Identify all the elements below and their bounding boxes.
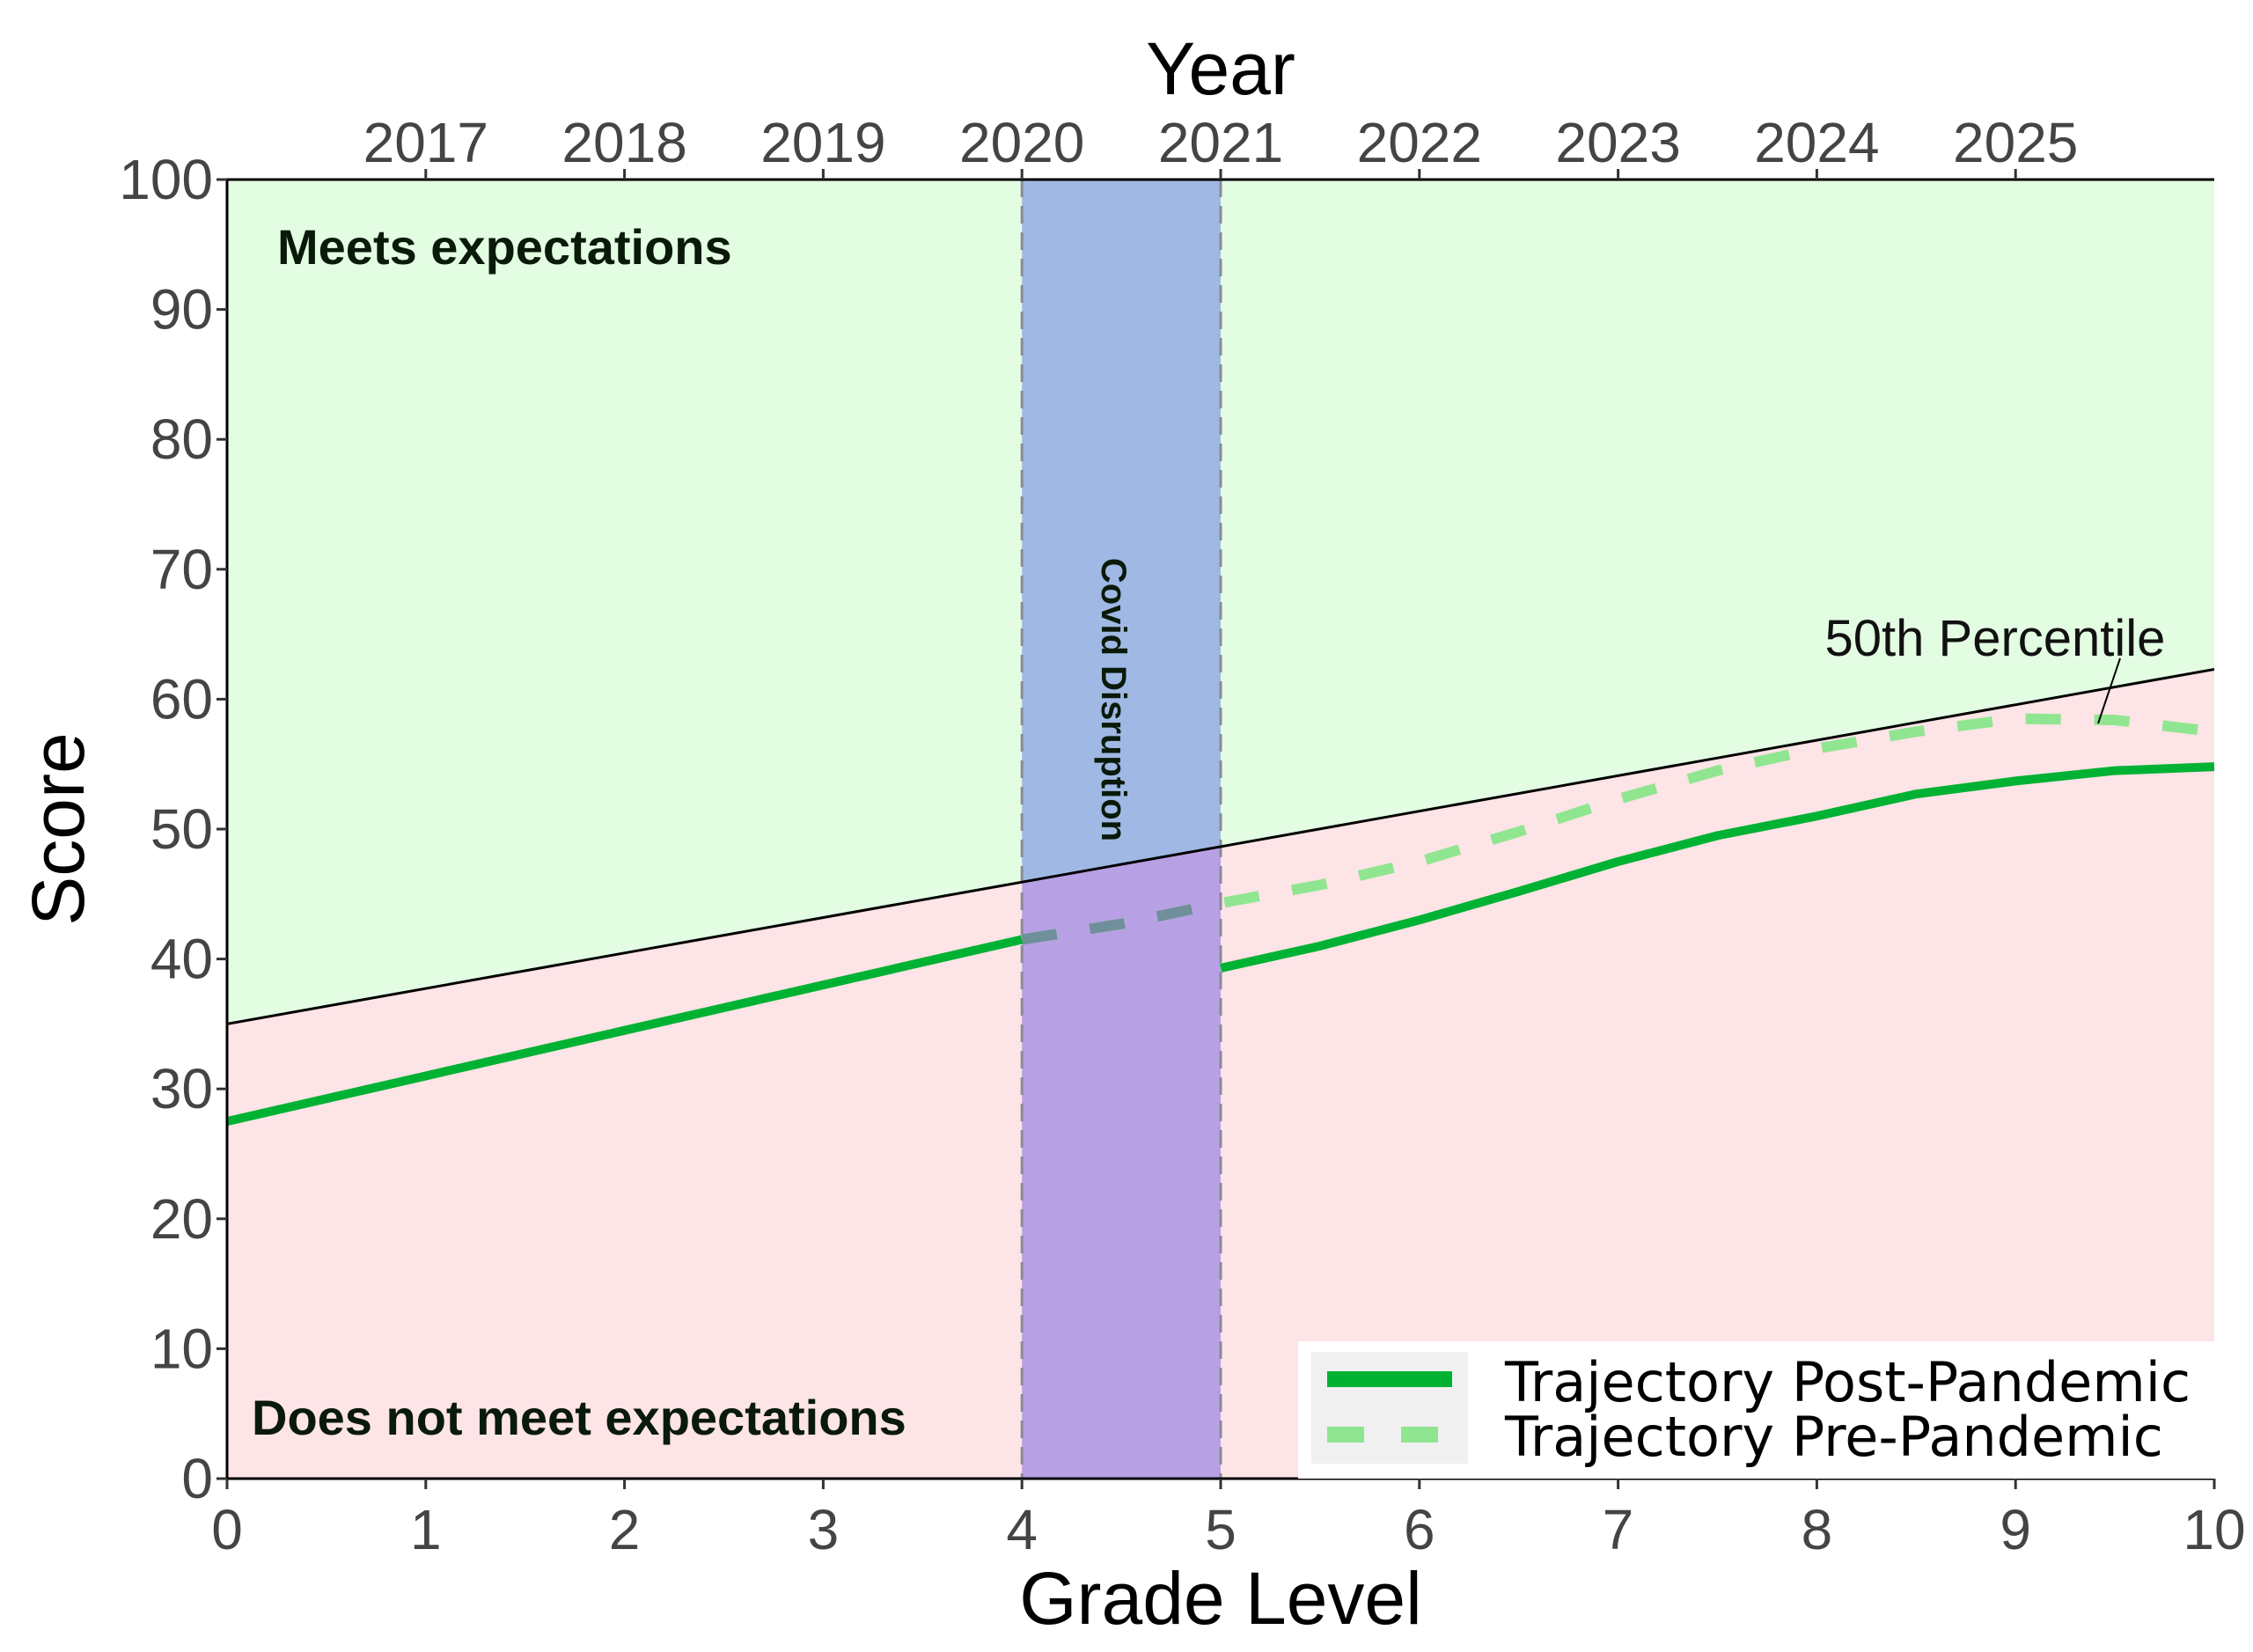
y-axis-title: Score <box>17 732 99 925</box>
percentile-leader <box>2097 657 2121 724</box>
x2-tick-label: 2024 <box>1754 111 1879 174</box>
x-tick-label: 8 <box>1802 1498 1833 1561</box>
y-tick-label: 100 <box>119 148 213 211</box>
post-pandemic-line <box>1219 762 2214 973</box>
y-tick-label: 70 <box>150 538 213 601</box>
legend: Trajectory Post-Pandemic Trajectory Pre-… <box>1298 1341 2214 1479</box>
x2-tick-label: 2020 <box>959 111 1084 174</box>
x-tick-label: 4 <box>1006 1498 1038 1561</box>
x-tick-label: 1 <box>410 1498 442 1561</box>
does-not-meet-label: Does not meet expectations <box>252 1390 906 1445</box>
covid-label: Covid Disruption <box>1094 558 1133 841</box>
x-tick-label: 2 <box>609 1498 641 1561</box>
x2-tick-label: 2017 <box>363 111 488 174</box>
legend-label-post: Trajectory Post-Pandemic <box>1504 1350 2191 1414</box>
legend-label-pre: Trajectory Pre-Pandemic <box>1504 1405 2163 1469</box>
x2-tick-label: 2019 <box>760 111 885 174</box>
y-tick-label: 10 <box>150 1317 213 1380</box>
post-pandemic-line <box>227 935 1024 1126</box>
x2-tick-label: 2021 <box>1158 111 1283 174</box>
x2-tick-label: 2022 <box>1357 111 1482 174</box>
y-tick-label: 0 <box>181 1447 213 1510</box>
x2-tick-label: 2025 <box>1953 111 2078 174</box>
x-tick-label: 3 <box>808 1498 840 1561</box>
x-tick-label: 9 <box>2000 1498 2031 1561</box>
meets-label: Meets expectations <box>277 219 732 275</box>
x-tick-label: 10 <box>2183 1498 2245 1561</box>
percentile-label: 50th Percentile <box>1825 610 2166 667</box>
x-axis-title: Grade Level <box>1019 1557 1422 1640</box>
y-tick-label: 30 <box>150 1057 213 1120</box>
x-tick-label: 0 <box>211 1498 243 1561</box>
y-tick-label: 40 <box>150 928 213 991</box>
x-tick-label: 5 <box>1205 1498 1237 1561</box>
y-tick-label: 50 <box>150 797 213 861</box>
x2-tick-label: 2018 <box>561 111 686 174</box>
y-tick-label: 60 <box>150 667 213 731</box>
covid-region-lower <box>1022 846 1221 1479</box>
legend-key-bg <box>1311 1352 1468 1464</box>
y-tick-label: 20 <box>150 1187 213 1251</box>
x-tick-label: 6 <box>1404 1498 1435 1561</box>
covid-region-upper <box>1022 180 1221 883</box>
y-tick-label: 80 <box>150 407 213 471</box>
percentile-line <box>227 667 2214 1025</box>
y-tick-label: 90 <box>150 278 213 341</box>
x2-axis-title: Year <box>1146 27 1295 110</box>
x2-tick-label: 2023 <box>1555 111 1680 174</box>
x-tick-label: 7 <box>1603 1498 1634 1561</box>
